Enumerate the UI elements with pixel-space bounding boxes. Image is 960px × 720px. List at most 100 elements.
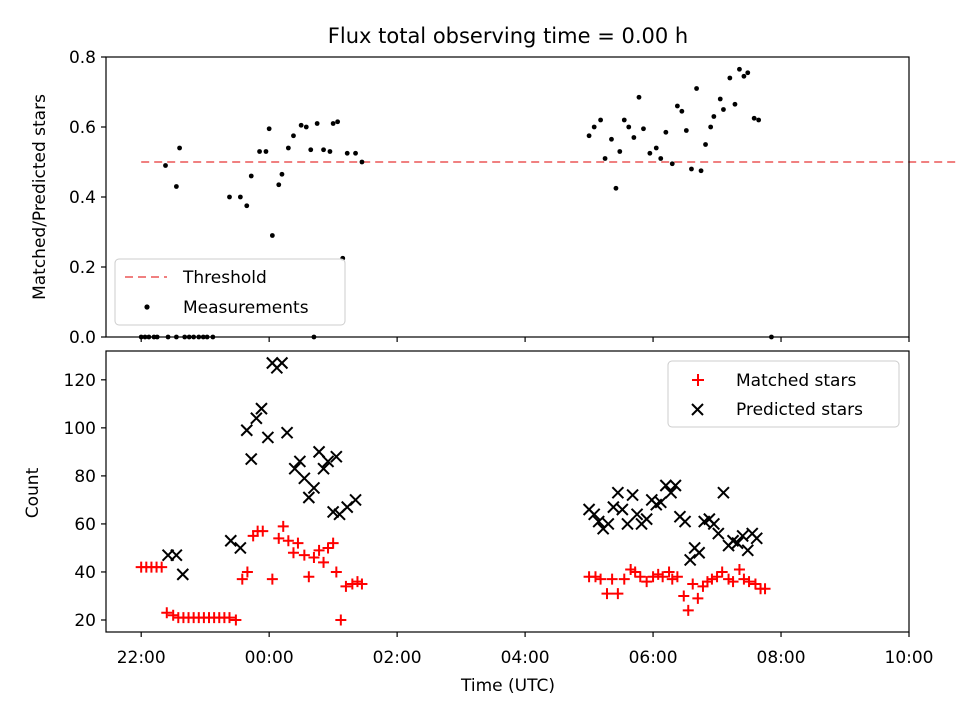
measurement-point (745, 70, 751, 76)
predicted-star-point (326, 505, 340, 519)
xtick-label: 22:00 (117, 648, 166, 668)
measurement-point (698, 168, 704, 174)
matched-star-point (733, 564, 745, 576)
predicted-star-point (664, 486, 678, 499)
matched-star-point (340, 580, 352, 592)
measurement-point (679, 108, 685, 114)
measurement-point (689, 166, 694, 172)
predicted-star-point (712, 527, 725, 540)
xtick-label: 04:00 (501, 648, 550, 668)
matched-star-point (759, 583, 771, 595)
ytick-label: 0.4 (69, 188, 96, 208)
xtick-label: 00:00 (245, 648, 294, 668)
measurement-point (298, 122, 304, 128)
measurement-point (717, 96, 723, 102)
measurement-point (321, 147, 326, 153)
predicted-star-point (317, 462, 330, 475)
measurement-point (751, 115, 757, 121)
measurement-point (177, 145, 182, 151)
measurement-point (163, 163, 168, 168)
ratio-plot-marks (138, 66, 960, 340)
measurement-point (658, 156, 664, 161)
matched-star-point (606, 573, 618, 585)
predicted-star-point (669, 479, 682, 492)
xtick-label: 10:00 (885, 648, 934, 668)
matched-star-point (595, 573, 607, 585)
predicted-star-point (683, 553, 697, 567)
measurement-point (674, 103, 680, 109)
predicted-star-point (176, 568, 189, 581)
matched-star-point (716, 566, 728, 578)
measurement-point (244, 203, 250, 209)
predicted-star-point (640, 512, 653, 526)
measurement-point (279, 171, 285, 177)
matched-star-point (241, 566, 253, 578)
measurement-point (602, 156, 608, 161)
measurement-point (598, 117, 603, 123)
predicted-star-point (692, 546, 706, 559)
measurement-point (330, 121, 336, 126)
matched-star-point (273, 532, 285, 544)
predicted-star-point (630, 508, 644, 521)
legend-predicted-swatch (691, 403, 704, 416)
matched-star-point (236, 573, 248, 585)
matched-star-point (738, 573, 750, 585)
predicted-star-point (621, 517, 634, 531)
predicted-star-point (654, 496, 667, 509)
measurement-point (335, 119, 341, 125)
measurement-point (359, 159, 365, 165)
measurement-point (663, 129, 669, 135)
predicted-star-point (626, 488, 639, 502)
matched-star-point (743, 576, 755, 588)
matched-star-point (634, 571, 646, 583)
measurement-point (694, 86, 699, 91)
measurement-point (327, 149, 333, 154)
matched-star-point (156, 561, 168, 573)
count-plot-legend: Matched stars Predicted stars (667, 360, 900, 428)
ytick-label: 0.6 (69, 118, 96, 138)
measurement-point (737, 66, 742, 72)
predicted-star-point (659, 479, 673, 492)
predicted-star-point (611, 486, 625, 499)
measurement-point (727, 75, 733, 81)
ratio-plot-ylabel: Matched/Predicted stars (30, 94, 50, 300)
predicted-star-point (678, 515, 692, 528)
measurement-point (641, 126, 646, 132)
matched-star-point (666, 573, 678, 585)
ytick-label: 0.0 (69, 328, 96, 348)
measurement-point (669, 161, 675, 167)
predicted-star-point (280, 426, 294, 439)
matched-star-point (282, 535, 294, 547)
count-plot-frame (105, 350, 910, 633)
matched-star-point (318, 556, 330, 568)
predicted-star-point (298, 472, 311, 485)
measurement-point (586, 133, 592, 139)
predicted-star-point (312, 445, 326, 459)
measurement-point (703, 142, 708, 147)
matched-star-point (663, 566, 675, 578)
predicted-star-point (750, 532, 763, 545)
predicted-star-point (250, 412, 263, 425)
predicted-star-point (302, 491, 316, 504)
ytick-label: 80 (74, 467, 96, 487)
measurement-point (591, 124, 597, 130)
measurement-point (621, 117, 627, 123)
matched-star-point (727, 576, 739, 588)
legend-matched-swatch (692, 374, 704, 386)
predicted-star-point (741, 544, 754, 557)
measurement-point (291, 133, 296, 139)
predicted-star-point (330, 450, 343, 463)
predicted-star-point (707, 517, 721, 531)
measurement-point (626, 124, 632, 130)
matched-star-point (647, 571, 659, 583)
measurement-point (741, 73, 747, 79)
matched-star-point (292, 537, 304, 549)
matched-star-point (257, 525, 269, 537)
matched-star-point (161, 607, 173, 619)
measurement-point (227, 194, 232, 200)
matched-star-point (230, 614, 242, 626)
ytick-label: 20 (74, 611, 96, 631)
ytick-label: 120 (64, 371, 96, 391)
measurement-point (308, 147, 314, 153)
matched-star-point (657, 571, 669, 583)
